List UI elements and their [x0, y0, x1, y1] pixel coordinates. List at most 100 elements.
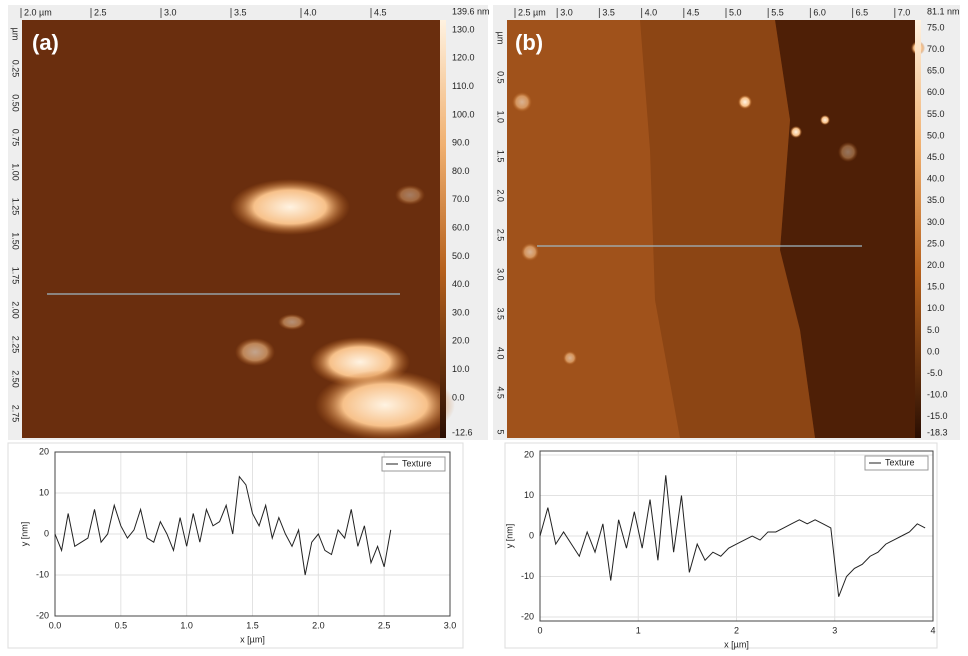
ruler-label: 2.75	[11, 405, 21, 423]
x-tick-label: 3	[832, 625, 837, 635]
colorbar-label: 100.0	[452, 109, 475, 119]
colorbar-label: 30.0	[452, 307, 470, 317]
y-tick-label: -20	[521, 611, 534, 621]
afm-band	[640, 20, 815, 438]
ruler-label: 1.0	[496, 111, 506, 124]
colorbar-label: 120.0	[452, 53, 475, 63]
colorbar-label: -10.0	[927, 390, 948, 400]
legend-box	[864, 455, 929, 471]
ruler-label: 4.5	[687, 7, 700, 17]
ruler-label: 3.0	[164, 7, 177, 17]
ruler-label: 1.5	[496, 150, 506, 163]
y-tick-label: 20	[39, 446, 49, 456]
colorbar-label: 60.0	[452, 222, 470, 232]
afm-features	[230, 179, 455, 440]
x-axis-label: x [µm]	[724, 639, 749, 649]
ruler-label: 6.0	[813, 7, 826, 17]
ruler-label: 0.25	[11, 60, 21, 78]
colorbar-label: 0.0	[452, 392, 465, 402]
colorbar-label: 10.0	[452, 364, 470, 374]
ruler-label: 1.50	[11, 232, 21, 250]
x-tick-label: 0.5	[115, 620, 128, 630]
y-tick-label: 0	[44, 528, 49, 538]
colorbar-label: 50.0	[927, 130, 945, 140]
ruler-label: 6.5	[856, 7, 869, 17]
ruler-label: 5.0	[729, 7, 742, 17]
y-tick-label: -20	[36, 610, 49, 620]
colorbar-label: 130.0	[452, 24, 475, 34]
ruler-label: 3.0	[560, 7, 573, 17]
colorbar-min: -18.3	[927, 427, 948, 437]
colorbar-label: 75.0	[927, 22, 945, 32]
colorbar-label: 110.0	[452, 81, 474, 91]
ruler-label: µm	[11, 28, 21, 41]
y-tick-label: -10	[521, 571, 534, 581]
ruler-label: 0.5	[496, 71, 506, 84]
panel-label: (b)	[515, 30, 543, 55]
ruler-label: 3.5	[234, 7, 247, 17]
ruler-label: 3.5	[602, 7, 615, 17]
ruler-label: 2.0 µm	[24, 7, 52, 17]
colorbar-label: 90.0	[452, 138, 470, 148]
x-tick-label: 2.0	[312, 620, 325, 630]
data-line	[54, 475, 392, 576]
ruler-label: 4.0	[645, 7, 658, 17]
data-line	[539, 475, 926, 597]
ruler-label: 4.0	[496, 347, 506, 360]
ruler-label: µm	[496, 32, 506, 45]
colorbar-min: -12.6	[452, 427, 473, 437]
colorbar-label: 50.0	[452, 251, 470, 261]
colorbar-label: 0.0	[927, 346, 940, 356]
afm-features	[512, 41, 925, 365]
x-tick-label: 1	[636, 625, 641, 635]
ruler-label: 3.0	[496, 268, 506, 281]
colorbar-label: 40.0	[452, 279, 470, 289]
y-tick-label: 10	[39, 487, 49, 497]
colorbar-label: 10.0	[927, 303, 945, 313]
colorbar-label: 5.0	[927, 325, 940, 335]
legend-box	[381, 456, 446, 472]
colorbar-max: 81.1 nm	[927, 6, 960, 16]
x-tick-label: 3.0	[444, 620, 457, 630]
y-tick-label: 10	[524, 490, 534, 500]
ruler-label: 5.5	[771, 7, 784, 17]
y-axis-label: y [nm]	[19, 522, 29, 547]
colorbar	[440, 20, 446, 438]
colorbar-max: 139.6 nm	[452, 6, 490, 16]
legend-label: Texture	[885, 457, 915, 467]
plot-frame	[7, 442, 464, 649]
colorbar-label: -15.0	[927, 411, 948, 421]
ruler-label: 0.75	[11, 129, 21, 147]
ruler-label: 1.25	[11, 198, 21, 216]
colorbar-label: 20.0	[927, 260, 945, 270]
legend-label: Texture	[402, 458, 432, 468]
ruler-label: 2.5	[496, 229, 506, 242]
colorbar-label: 35.0	[927, 195, 945, 205]
ruler-label: 0.50	[11, 94, 21, 112]
colorbar-label: 40.0	[927, 174, 945, 184]
ruler-label: 2.50	[11, 370, 21, 388]
x-tick-label: 0.0	[49, 620, 62, 630]
colorbar-label: 15.0	[927, 282, 945, 292]
x-tick-label: 2	[734, 625, 739, 635]
plot-frame	[504, 442, 938, 649]
colorbar-label: 60.0	[927, 87, 945, 97]
x-tick-label: 0	[537, 625, 542, 635]
colorbar	[915, 20, 921, 438]
y-tick-label: 20	[524, 449, 534, 459]
x-tick-label: 1.5	[246, 620, 259, 630]
ruler-label: 2.00	[11, 301, 21, 319]
ruler-label: 1.00	[11, 163, 21, 181]
ruler-label: 2.25	[11, 336, 21, 354]
ruler-label: 7.0	[898, 7, 911, 17]
colorbar-label: 65.0	[927, 66, 945, 76]
y-tick-label: 0	[529, 530, 534, 540]
colorbar-label: 20.0	[452, 336, 470, 346]
colorbar-label: 25.0	[927, 238, 945, 248]
colorbar-label: -5.0	[927, 368, 943, 378]
x-tick-label: 2.5	[378, 620, 391, 630]
x-tick-label: 4	[930, 625, 935, 635]
ruler-label: 2.0	[496, 189, 506, 202]
ruler-label: 3.5	[496, 308, 506, 321]
